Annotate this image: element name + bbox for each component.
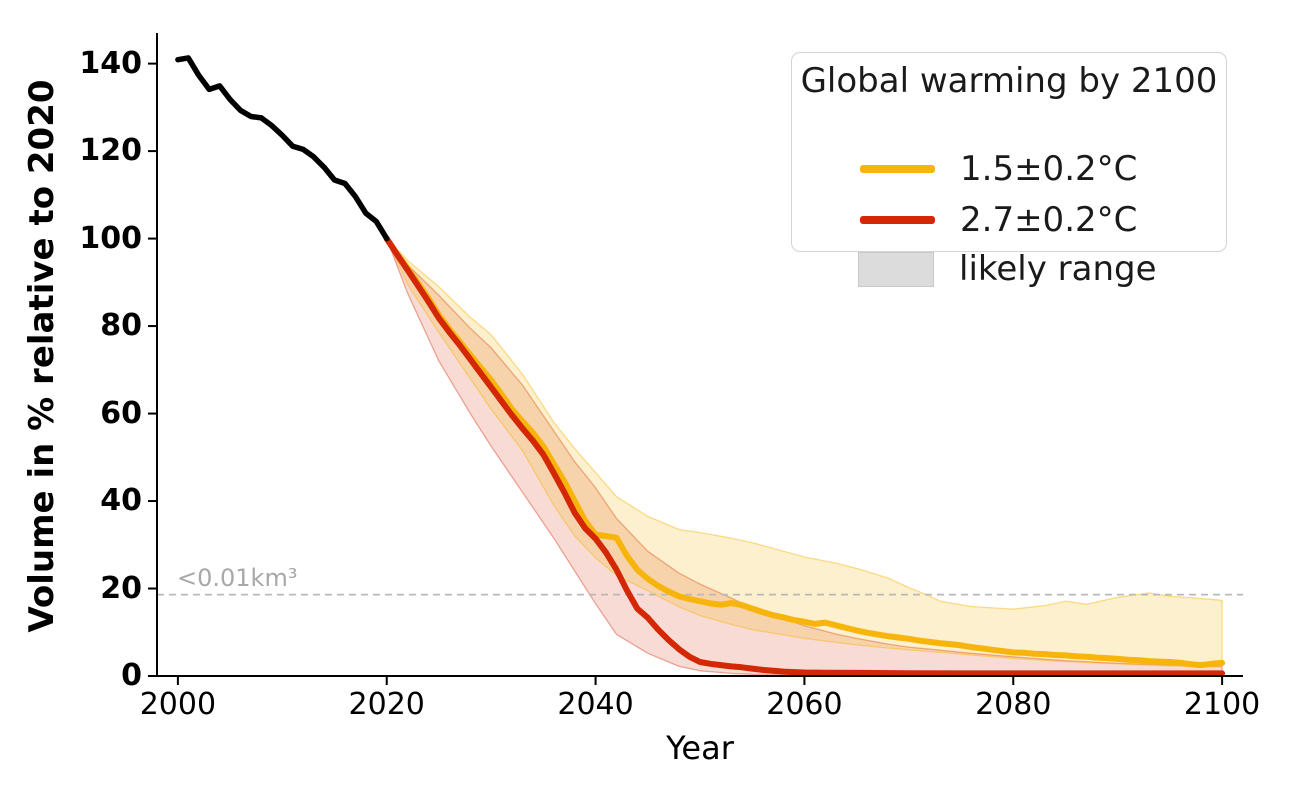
line-1-5c <box>383 235 1226 669</box>
y-tick-label: 40 <box>100 483 142 519</box>
x-tick-label: 2040 <box>557 687 634 722</box>
legend-line-swatch-1-5c-icon <box>860 165 935 173</box>
legend: Global warming by 2100 1.5±0.2°C 2.7±0.2… <box>791 52 1227 289</box>
legend-label-likely-range: likely range <box>959 249 1157 289</box>
threshold-annotation: <0.01km³ <box>177 564 298 592</box>
x-tick-label: 2060 <box>766 687 843 722</box>
x-tick-label: 2080 <box>975 687 1052 722</box>
legend-label-2-7c: 2.7±0.2°C <box>960 200 1138 240</box>
legend-patch-swatch-likely-range-icon <box>858 251 934 287</box>
x-tick-label: 2020 <box>348 687 425 722</box>
legend-item-2-7c: 2.7±0.2°C <box>792 200 1226 240</box>
y-axis-label: Volume in % relative to 2020 <box>22 79 62 633</box>
x-tick-label: 2100 <box>1183 687 1261 722</box>
y-tick-label: 140 <box>79 45 142 81</box>
y-tick-label: 80 <box>100 308 142 344</box>
y-tick-label: 0 <box>121 658 142 693</box>
legend-line-swatch-2-7c-icon <box>860 216 935 224</box>
legend-label-1-5c: 1.5±0.2°C <box>960 149 1138 189</box>
line-2-7c <box>383 235 1226 677</box>
y-tick-label: 60 <box>100 395 142 431</box>
legend-title: Global warming by 2100 <box>800 61 1218 101</box>
y-tick-label: 120 <box>79 133 142 169</box>
legend-item-likely-range: likely range <box>792 249 1226 289</box>
x-tick-label: 2000 <box>139 687 217 722</box>
y-tick-label: 100 <box>79 220 142 256</box>
y-tick-label: 20 <box>100 570 142 606</box>
line-historical <box>175 55 390 242</box>
legend-item-1-5c: 1.5±0.2°C <box>792 149 1226 189</box>
band-1-5c <box>386 237 1223 668</box>
x-axis-label: Year <box>666 729 734 767</box>
